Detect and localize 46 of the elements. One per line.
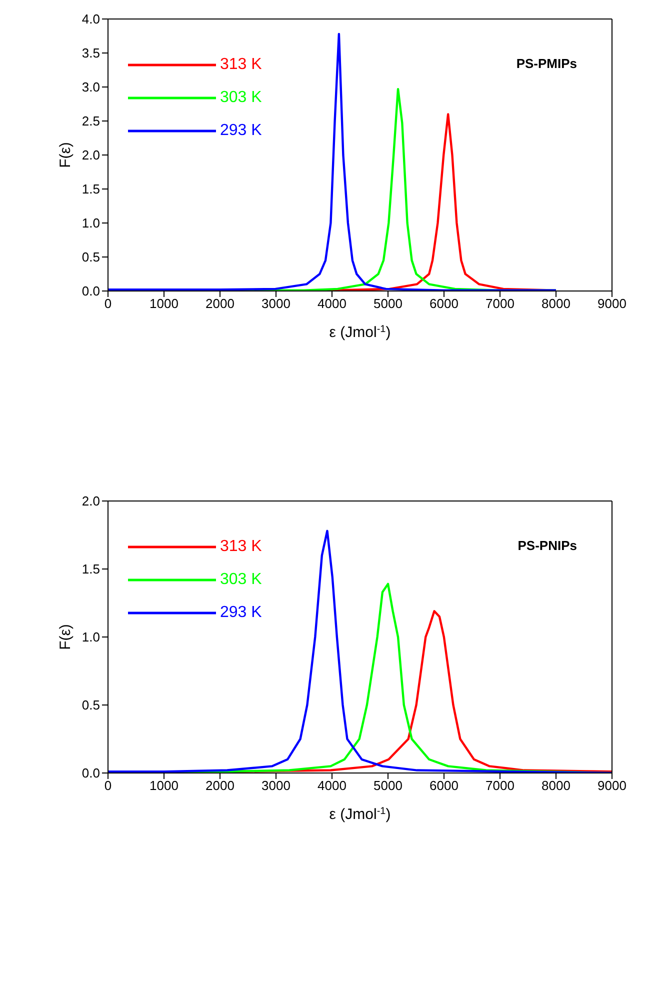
y-tick-label: 1.5: [82, 182, 100, 197]
y-axis-title: F(ε): [57, 142, 74, 168]
x-tick-label: 3000: [262, 296, 290, 312]
y-tick-label: 4.0: [82, 12, 100, 27]
x-tick-label: 0: [104, 296, 112, 312]
text: 303 K: [220, 570, 262, 588]
x-tick-label: 8000: [542, 778, 570, 794]
x-tick-label: 6000: [430, 296, 458, 312]
text: 303 K: [220, 88, 262, 106]
y-tick-label: 2.5: [82, 114, 100, 129]
y-tick-label: 0.0: [82, 284, 100, 299]
text: 313 K: [220, 56, 262, 74]
y-tick-label: 3.5: [82, 46, 100, 61]
x-tick-label: 1000: [150, 778, 178, 794]
x-tick-label: 4000: [318, 778, 346, 794]
x-tick-label: 0: [104, 778, 112, 794]
y-tick-label: 1.0: [82, 630, 100, 645]
annotation: PS-PNIPs: [518, 538, 577, 553]
x-tick-label: 9000: [598, 778, 626, 794]
x-tick-label: 9000: [598, 296, 626, 312]
y-tick-label: 0.5: [82, 250, 100, 265]
y-tick-label: 1.0: [82, 216, 100, 231]
x-tick-label: 6000: [430, 778, 458, 794]
x-tick-label: 5000: [374, 296, 402, 312]
x-tick-label: 2000: [206, 296, 234, 312]
y-tick-label: 0.5: [82, 698, 100, 713]
x-tick-label: 1000: [150, 296, 178, 312]
x-tick-label: 5000: [374, 778, 402, 794]
x-axis-title: ε (Jmol$^{-1}$): [329, 806, 391, 823]
x-tick-label: 4000: [318, 296, 346, 312]
y-tick-label: 3.0: [82, 80, 100, 95]
text: 293 K: [220, 122, 262, 140]
x-tick-label: 7000: [486, 778, 514, 794]
annotation: PS-PMIPs: [516, 56, 577, 71]
y-tick-label: 2.0: [82, 148, 100, 163]
y-tick-label: 0.0: [82, 766, 100, 781]
y-axis-title: F(ε): [57, 624, 74, 650]
x-tick-label: 3000: [262, 778, 290, 794]
x-tick-label: 7000: [486, 296, 514, 312]
y-tick-label: 2.0: [82, 494, 100, 509]
y-tick-label: 1.5: [82, 562, 100, 577]
x-tick-label: 8000: [542, 296, 570, 312]
x-tick-label: 2000: [206, 778, 234, 794]
text: 293 K: [220, 604, 262, 622]
text: 313 K: [220, 538, 262, 556]
x-axis-title: ε (Jmol$^{-1}$): [329, 324, 391, 341]
